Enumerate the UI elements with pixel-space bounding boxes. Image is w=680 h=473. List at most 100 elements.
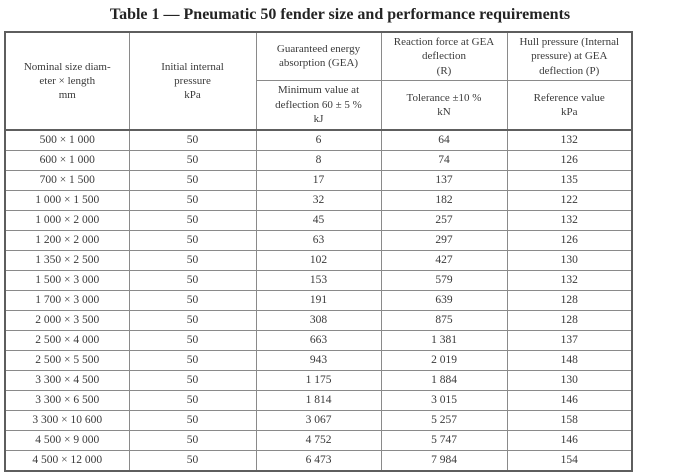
table-cell: 500 × 1 000 [4, 129, 130, 151]
col-header-guaranteed-energy-absorption: Guaranteed energy absorption (GEA) [255, 31, 382, 81]
table-cell: 148 [506, 349, 633, 371]
table-cell: 50 [128, 149, 257, 171]
table-cell: 4 500 × 9 000 [4, 429, 130, 451]
table-cell: 126 [506, 149, 633, 171]
table-cell: 1 350 × 2 500 [4, 249, 130, 271]
table-cell: 2 000 × 3 500 [4, 309, 130, 331]
table-cell: 122 [506, 189, 633, 211]
table-title: Table 1 — Pneumatic 50 fender size and p… [109, 6, 571, 23]
col-header-hull-pressure: Hull pressure (Internal pressure) at GEA… [506, 31, 633, 81]
table-cell: 45 [255, 209, 382, 231]
table-cell: 50 [128, 129, 257, 151]
col-header-initial-internal-pressure: Initial internal pressure kPa [128, 31, 257, 131]
col-subheader-reference-value: Reference value kPa [506, 79, 633, 131]
table-cell: 50 [128, 249, 257, 271]
table-row: 1 200 × 2 000 50 63 297 126 [4, 229, 633, 251]
table-cell: 135 [506, 169, 633, 191]
table-cell: 2 500 × 4 000 [4, 329, 130, 351]
table-cell: 1 381 [380, 329, 508, 351]
table-row: 1 500 × 3 000 50 153 579 132 [4, 269, 633, 291]
table-cell: 50 [128, 389, 257, 411]
table-cell: 158 [506, 409, 633, 431]
table-cell: 6 [255, 129, 382, 151]
table-cell: 700 × 1 500 [4, 169, 130, 191]
table-cell: 1 200 × 2 000 [4, 229, 130, 251]
table-cell: 50 [128, 309, 257, 331]
table-cell: 64 [380, 129, 508, 151]
table-cell: 7 984 [380, 449, 508, 472]
table-cell: 3 015 [380, 389, 508, 411]
table-cell: 102 [255, 249, 382, 271]
table-cell: 50 [128, 369, 257, 391]
table-cell: 3 300 × 6 500 [4, 389, 130, 411]
table-cell: 63 [255, 229, 382, 251]
table-header: Nominal size diam- eter × length mm Init… [4, 31, 633, 131]
table-cell: 1 000 × 1 500 [4, 189, 130, 211]
table-row: 4 500 × 12 000 50 6 473 7 984 154 [4, 449, 633, 472]
table-cell: 153 [255, 269, 382, 291]
table-cell: 191 [255, 289, 382, 311]
table-body: 500 × 1 000 50 6 64 132 600 × 1 000 50 8 74 126 70… [4, 129, 633, 472]
col-subheader-minimum-value: Minimum value at deflection 60 ± 5 % kJ [255, 79, 382, 131]
table-cell: 3 300 × 10 600 [4, 409, 130, 431]
table-row: 3 300 × 4 500 50 1 175 1 884 130 [4, 369, 633, 391]
table-row: 3 300 × 10 600 50 3 067 5 257 158 [4, 409, 633, 431]
table-cell: 32 [255, 189, 382, 211]
table-cell: 126 [506, 229, 633, 251]
table-cell: 50 [128, 349, 257, 371]
table-cell: 128 [506, 289, 633, 311]
table-cell: 3 067 [255, 409, 382, 431]
table-cell: 50 [128, 229, 257, 251]
table-cell: 17 [255, 169, 382, 191]
table-cell: 663 [255, 329, 382, 351]
table-row: 1 700 × 3 000 50 191 639 128 [4, 289, 633, 311]
table-row: 1 000 × 1 500 50 32 182 122 [4, 189, 633, 211]
table-row: 1 000 × 2 000 50 45 257 132 [4, 209, 633, 231]
table-cell: 1 814 [255, 389, 382, 411]
table-cell: 154 [506, 449, 633, 472]
table-cell: 128 [506, 309, 633, 331]
table-cell: 4 500 × 12 000 [4, 449, 130, 472]
table-cell: 3 300 × 4 500 [4, 369, 130, 391]
table-cell: 50 [128, 329, 257, 351]
table-cell: 6 473 [255, 449, 382, 472]
table-cell: 137 [380, 169, 508, 191]
table-row: 500 × 1 000 50 6 64 132 [4, 129, 633, 151]
table-cell: 50 [128, 449, 257, 472]
table-cell: 132 [506, 129, 633, 151]
table-cell: 297 [380, 229, 508, 251]
table-cell: 427 [380, 249, 508, 271]
table-cell: 2 019 [380, 349, 508, 371]
table-cell: 5 747 [380, 429, 508, 451]
table-row: 600 × 1 000 50 8 74 126 [4, 149, 633, 171]
table-cell: 1 700 × 3 000 [4, 289, 130, 311]
table-cell: 2 500 × 5 500 [4, 349, 130, 371]
table-row: 2 500 × 4 000 50 663 1 381 137 [4, 329, 633, 351]
table-cell: 74 [380, 149, 508, 171]
table-row: 2 500 × 5 500 50 943 2 019 148 [4, 349, 633, 371]
table-row: 2 000 × 3 500 50 308 875 128 [4, 309, 633, 331]
table-cell: 50 [128, 269, 257, 291]
table-cell: 130 [506, 369, 633, 391]
table-cell: 50 [128, 429, 257, 451]
table-cell: 308 [255, 309, 382, 331]
table-cell: 5 257 [380, 409, 508, 431]
col-header-reaction-force: Reaction force at GEA deflection (R) [380, 31, 508, 81]
table-cell: 1 175 [255, 369, 382, 391]
table-cell: 182 [380, 189, 508, 211]
table-cell: 1 884 [380, 369, 508, 391]
table-row: 4 500 × 9 000 50 4 752 5 747 146 [4, 429, 633, 451]
table-cell: 50 [128, 289, 257, 311]
table-cell: 8 [255, 149, 382, 171]
table-cell: 1 500 × 3 000 [4, 269, 130, 291]
table-cell: 875 [380, 309, 508, 331]
header-row-main: Nominal size diam- eter × length mm Init… [4, 31, 633, 131]
table-row: 1 350 × 2 500 50 102 427 130 [4, 249, 633, 271]
table-cell: 146 [506, 389, 633, 411]
header-row-sub: Minimum value at deflection 60 ± 5 % kJ … [5, 79, 633, 131]
table-cell: 132 [506, 269, 633, 291]
col-subheader-tolerance: Tolerance ±10 % kN [380, 79, 508, 131]
fender-size-table: Nominal size diam- eter × length mm Init… [4, 31, 633, 472]
table-cell: 579 [380, 269, 508, 291]
